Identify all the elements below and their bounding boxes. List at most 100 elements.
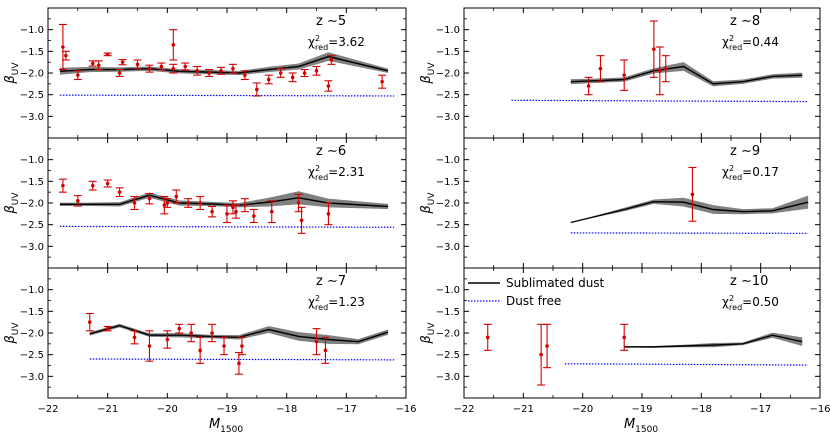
- obs-point: [237, 361, 241, 366]
- redshift-label: z ∼5: [316, 14, 346, 29]
- chi-sup: 2: [729, 164, 734, 173]
- chi-sub: red: [315, 173, 328, 182]
- y-tick-label: −2.0: [20, 329, 44, 340]
- x-tick-label: −18: [691, 404, 712, 415]
- legend-dustfree-label: Dust free: [506, 294, 561, 308]
- y-tick-label: −3.0: [436, 112, 460, 123]
- x-tick-label: −17: [750, 404, 771, 415]
- chi-value: =0.50: [742, 295, 779, 309]
- y-tick-label: −2.0: [436, 199, 460, 210]
- y-tick-label: −1.5: [436, 177, 460, 188]
- obs-point: [117, 190, 122, 194]
- obs-point: [76, 73, 80, 77]
- obs-point: [87, 320, 92, 324]
- obs-point: [234, 209, 238, 214]
- x-tick-label: −21: [97, 404, 118, 415]
- chi-symbol: χ: [722, 295, 729, 309]
- y-tick-label: −2.0: [20, 199, 44, 210]
- obs-point: [76, 199, 80, 203]
- y-axis-label: βUV: [419, 322, 437, 345]
- obs-point: [189, 331, 193, 335]
- obs-point: [326, 84, 331, 88]
- chi-sub: red: [729, 43, 742, 52]
- y-tick-label: −2.5: [436, 220, 460, 231]
- y-axis-label-sub: UV: [427, 322, 437, 336]
- x-tick-label: −20: [157, 404, 178, 415]
- obs-point: [117, 71, 122, 75]
- chi-symbol: χ: [308, 35, 315, 49]
- x-tick-label: −21: [513, 404, 534, 415]
- obs-point: [219, 69, 223, 73]
- model-band: [89, 323, 389, 345]
- y-tick-label: −2.5: [436, 90, 460, 101]
- y-tick-label: −2.5: [20, 220, 44, 231]
- y-tick-label: −1.5: [436, 47, 460, 58]
- obs-point: [147, 196, 152, 201]
- x-tick-label: −22: [37, 404, 58, 415]
- obs-point: [252, 214, 256, 218]
- obs-point: [120, 60, 125, 64]
- obs-point: [652, 47, 656, 51]
- x-axis-label-left: M1500: [209, 417, 243, 435]
- y-axis-label-main: β: [3, 205, 18, 214]
- chi-value: =1.23: [328, 295, 365, 309]
- obs-point: [314, 69, 319, 73]
- y-tick-label: −2.5: [20, 90, 44, 101]
- chi-sup: 2: [315, 34, 320, 43]
- y-axis-label-main: β: [419, 335, 434, 344]
- y-tick-label: −1.0: [436, 25, 460, 36]
- obs-point: [278, 71, 283, 75]
- model-line: [570, 200, 809, 224]
- y-axis-label-sub: UV: [11, 192, 21, 206]
- panel-frame: [47, 267, 407, 399]
- obs-point: [243, 73, 247, 77]
- model-line: [59, 194, 389, 208]
- y-axis-label-main: β: [3, 335, 18, 344]
- x-tick-label: −19: [216, 404, 237, 415]
- y-tick-label: −3.0: [20, 242, 44, 253]
- chi-sub: red: [315, 303, 328, 312]
- obs-point: [61, 45, 65, 49]
- dust-free-line: [564, 363, 809, 366]
- y-tick-label: −2.0: [436, 69, 460, 80]
- x-tick-labels-right: −22 −21 −20 −19 −18 −17 −16: [453, 404, 830, 415]
- obs-point: [171, 66, 176, 71]
- redshift-label: z ∼10: [730, 274, 768, 289]
- model-line: [570, 65, 803, 85]
- y-tick-label: −1.0: [20, 155, 44, 166]
- chi-sup: 2: [315, 164, 320, 173]
- y-tick-label: −1.5: [20, 47, 44, 58]
- chi2-label: χ2 red=2.31: [308, 164, 365, 182]
- y-tick-label: −3.0: [20, 112, 44, 123]
- redshift-label: z ∼6: [316, 144, 346, 159]
- obs-point: [165, 337, 170, 342]
- obs-point: [539, 352, 543, 357]
- obs-point: [162, 203, 167, 207]
- redshift-label: z ∼9: [730, 144, 760, 159]
- obs-point: [658, 69, 662, 73]
- obs-point: [290, 75, 295, 80]
- x-tick-label: −17: [336, 404, 357, 415]
- obs-point: [231, 205, 235, 210]
- y-tick-label: −1.5: [436, 307, 460, 318]
- obs-point: [380, 79, 384, 84]
- obs-point: [323, 348, 328, 353]
- x-tick-label: −16: [395, 404, 416, 415]
- obs-point: [174, 194, 179, 199]
- obs-point: [132, 335, 137, 340]
- y-tick-label: −3.0: [436, 372, 460, 383]
- obs-point: [198, 348, 202, 353]
- chi-symbol: χ: [308, 295, 315, 309]
- model-line: [624, 334, 803, 348]
- obs-point: [326, 212, 331, 216]
- obs-point: [269, 209, 274, 214]
- obs-point: [231, 66, 235, 71]
- obs-point: [171, 43, 176, 47]
- y-axis-label: βUV: [3, 192, 21, 215]
- y-axis-label: βUV: [3, 62, 21, 85]
- chi-sub: red: [315, 43, 328, 52]
- x-axis-label-right: M1500: [624, 417, 658, 435]
- dust-free-line: [59, 94, 395, 97]
- chi-value: =0.17: [742, 165, 779, 179]
